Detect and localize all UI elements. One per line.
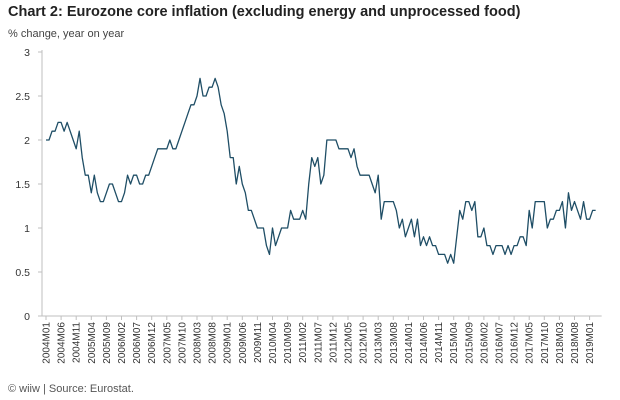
x-tick-label: 2016M07: [495, 322, 506, 364]
plot-area: [46, 77, 596, 264]
y-tick-label: 0: [24, 311, 30, 323]
x-tick-label: 2010M04: [268, 322, 279, 364]
y-tick-label: 2: [24, 135, 30, 147]
series-line: [46, 77, 596, 264]
x-tick-label: 2005M09: [102, 322, 113, 364]
y-tick-label: 1.5: [15, 179, 30, 191]
x-tick-label: 2008M08: [208, 322, 219, 364]
y-tick-label: 1: [24, 223, 30, 235]
x-tick-label: 2011M07: [313, 322, 324, 363]
x-tick-label: 2016M02: [479, 322, 490, 364]
x-tick-label: 2004M01: [42, 322, 53, 364]
x-tick-label: 2007M05: [162, 322, 173, 364]
y-axis: 0 0.5 1 1.5 2 2.5 3: [15, 47, 43, 323]
x-axis: 2004M01 2004M06 2004M11 2005M04 2005M09 2006M…: [42, 315, 602, 364]
x-tick-label: 2019M01: [585, 322, 596, 364]
x-tick-label: 2010M09: [283, 322, 294, 364]
y-axis-label: % change, year on year: [8, 28, 125, 40]
x-tick-label: 2011M02: [298, 322, 309, 363]
x-tick-label: 2018M03: [555, 322, 566, 364]
x-tick-label: 2017M05: [525, 322, 536, 364]
x-tick-label: 2013M03: [374, 322, 385, 364]
x-tick-label: 2006M12: [147, 322, 158, 364]
x-tick-label: 2008M03: [193, 322, 204, 364]
x-tick-label: 2012M10: [359, 322, 370, 364]
x-tick-label: 2005M04: [87, 322, 98, 364]
x-tick-label: 2018M08: [570, 322, 581, 364]
x-tick-label: 2015M09: [464, 322, 475, 364]
x-tick-label: 2016M12: [510, 322, 521, 364]
y-tick-label: 3: [24, 47, 30, 59]
x-tick-label: 2006M07: [132, 322, 143, 364]
y-tick-label: 0.5: [15, 267, 30, 279]
x-tick-label: 2004M11: [72, 322, 83, 363]
x-tick-label: 2007M10: [177, 322, 188, 364]
x-tick-label: 2014M01: [404, 322, 415, 364]
x-tick-label: 2009M11: [253, 322, 264, 363]
x-tick-label: 2009M01: [223, 322, 234, 364]
x-tick-label: 2015M04: [449, 322, 460, 364]
x-tick-label: 2006M02: [117, 322, 128, 364]
x-tick-label: 2013M08: [389, 322, 400, 364]
x-tick-label: 2017M10: [540, 322, 551, 364]
x-tick-label: 2014M11: [434, 322, 445, 363]
x-tick-label: 2012M05: [344, 322, 355, 364]
x-tick-label: 2011M12: [328, 322, 339, 363]
y-tick-label: 2.5: [15, 91, 30, 103]
x-tick-label: 2014M06: [419, 322, 430, 364]
x-tick-label: 2009M06: [238, 322, 249, 364]
x-tick-label: 2004M06: [57, 322, 68, 364]
source-note: © wiiw | Source: Eurostat.: [8, 383, 134, 395]
chart-title: Chart 2: Eurozone core inflation (exclud…: [8, 4, 521, 20]
